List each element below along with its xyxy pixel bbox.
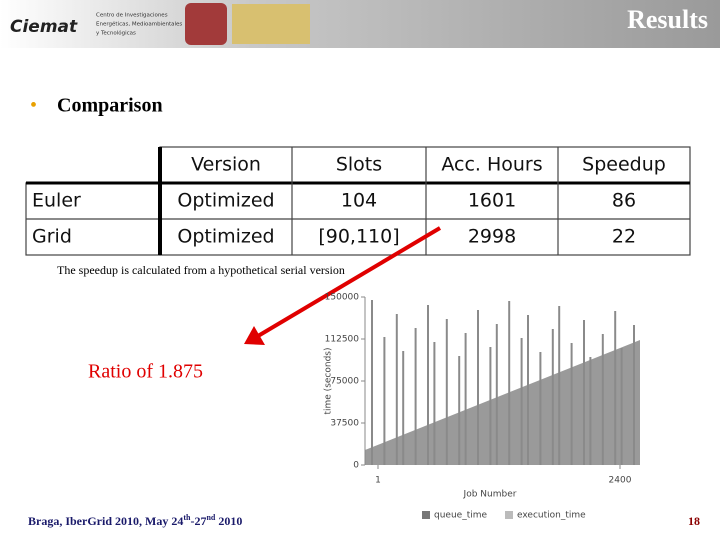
table-cell: Optimized bbox=[177, 190, 274, 212]
footer-sup: th bbox=[183, 513, 191, 522]
table-header-cell: Speedup bbox=[582, 154, 666, 176]
footer-part: 2010 bbox=[215, 514, 242, 528]
table-cell: 86 bbox=[612, 190, 636, 212]
y-tick-label: 37500 bbox=[330, 419, 359, 429]
ratio-text: Ratio of 1.875 bbox=[88, 361, 203, 383]
area-fill bbox=[365, 340, 640, 465]
footer-sup: nd bbox=[206, 513, 215, 522]
arrow-head bbox=[244, 326, 265, 345]
table-cell: 104 bbox=[341, 190, 377, 212]
bullet-dot: • bbox=[30, 95, 37, 117]
fm-logo bbox=[232, 4, 310, 44]
page-number: 18 bbox=[688, 514, 700, 528]
table-header-cell: Version bbox=[191, 154, 261, 176]
chart: time (seconds) Job Number queue_time exe… bbox=[324, 297, 640, 521]
logo-caption: Centro de Investigaciones bbox=[96, 13, 168, 19]
footer-part: -27 bbox=[190, 514, 206, 528]
table-cell: 22 bbox=[612, 226, 636, 248]
y-tick-label: 75000 bbox=[330, 377, 359, 387]
x-axis-label: Job Number bbox=[463, 490, 517, 500]
legend-swatch bbox=[505, 511, 513, 519]
legend-label: queue_time bbox=[434, 511, 487, 521]
logo-caption: y Tecnológicas bbox=[96, 30, 136, 37]
crest-logo bbox=[185, 3, 227, 45]
bullet-text: Comparison bbox=[57, 95, 163, 117]
table-row-label: Grid bbox=[32, 226, 72, 248]
logo-caption: Energéticas, Medioambientales bbox=[96, 21, 182, 28]
arrow-line bbox=[256, 226, 442, 338]
footer-part: Braga, IberGrid 2010, May 24 bbox=[28, 514, 183, 528]
y-tick-label: 0 bbox=[353, 461, 359, 471]
header-bar bbox=[0, 0, 720, 48]
table-header-cell: Acc. Hours bbox=[441, 154, 542, 176]
table-cell: 2998 bbox=[468, 226, 516, 248]
y-tick-label: 112500 bbox=[325, 335, 360, 345]
legend-label: execution_time bbox=[517, 511, 586, 521]
x-tick-label: 2400 bbox=[609, 476, 632, 486]
table-cell: 1601 bbox=[468, 190, 516, 212]
y-tick-label: 150000 bbox=[325, 293, 360, 303]
note: The speedup is calculated from a hypothe… bbox=[57, 263, 345, 277]
slide-title: Results bbox=[627, 5, 708, 34]
legend-swatch bbox=[422, 511, 430, 519]
table-header-cell: Slots bbox=[336, 154, 382, 176]
table-cell: Optimized bbox=[177, 226, 274, 248]
y-axis-label: time (seconds) bbox=[324, 347, 334, 414]
table bbox=[25, 146, 691, 256]
footer-text: Braga, IberGrid 2010, May 24th-27nd 2010 bbox=[28, 513, 242, 528]
table-cell: [90,110] bbox=[318, 226, 399, 248]
x-tick-label: 1 bbox=[375, 476, 381, 486]
table-row-label: Euler bbox=[32, 190, 81, 212]
logo-text: Ciemat bbox=[10, 17, 78, 37]
